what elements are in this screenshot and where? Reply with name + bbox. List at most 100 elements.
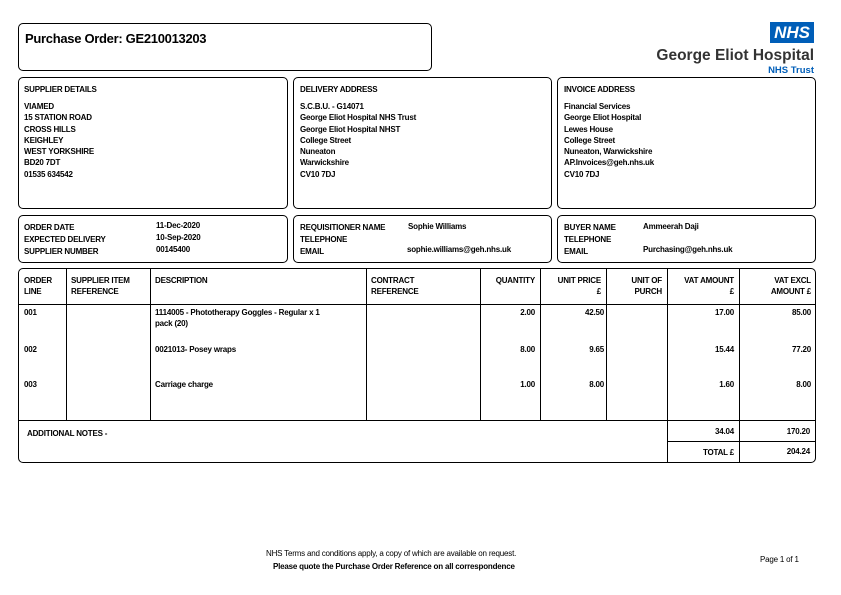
- address-line: Financial Services: [564, 102, 631, 111]
- row-divider: [667, 441, 816, 442]
- buyer-name-label: BUYER NAME: [564, 223, 616, 232]
- total-label: TOTAL £: [702, 448, 734, 457]
- buyer-email[interactable]: Purchasing@geh.nhs.uk: [643, 245, 733, 254]
- address-line: CROSS HILLS: [24, 124, 76, 134]
- address-line: Nuneaton: [300, 147, 336, 157]
- column-divider: [540, 269, 541, 420]
- email-label: EMAIL: [564, 247, 588, 256]
- header-vat-amount: £: [729, 287, 734, 296]
- cell-unit-price: 8.00: [589, 380, 604, 389]
- address-line: CV10 7DJ: [564, 169, 600, 179]
- cell-vat-amount: 17.00: [714, 308, 734, 317]
- order-date: 11-Dec-2020: [156, 221, 201, 230]
- order-info: ORDER DATE 11-Dec-2020 EXPECTED DELIVERY…: [18, 215, 288, 263]
- header-contract-reference: CONTRACT: [371, 276, 415, 285]
- buyer-info: BUYER NAME Ammeerah Daji TELEPHONE EMAIL…: [557, 215, 816, 263]
- quote-reference-text: Please quote the Purchase Order Referenc…: [273, 562, 515, 571]
- cell-vat-excl-amount: 8.00: [796, 380, 811, 389]
- column-divider: [667, 269, 668, 420]
- trust-name: NHS Trust: [768, 65, 814, 76]
- address-line: George Eliot Hospital NHS Trust: [300, 113, 417, 123]
- column-divider: [739, 269, 740, 420]
- requisitioner-name-label: REQUISITIONER NAME: [300, 223, 386, 232]
- address-line: Nuneaton, Warwickshire: [564, 147, 653, 157]
- header-supplier-item-reference: SUPPLIER ITEM: [71, 276, 130, 285]
- page-number: Page 1 of 1: [760, 555, 799, 564]
- delivery-heading: DELIVERY ADDRESS: [300, 85, 378, 94]
- header-vat-excl-amount: VAT EXCL: [774, 276, 811, 285]
- cell-unit-price: 9.65: [589, 345, 604, 354]
- header-unit-price: £: [596, 287, 601, 296]
- cell-description: 0021013- Posey wraps: [155, 345, 236, 354]
- email-label: EMAIL: [300, 247, 324, 256]
- cell-vat-amount: 1.60: [719, 380, 734, 389]
- cell-quantity: 2.00: [520, 308, 535, 317]
- telephone-label: TELEPHONE: [300, 235, 348, 244]
- cell-quantity: 8.00: [520, 345, 535, 354]
- nhs-logo: NHS George Eliot Hospital NHS Trust: [640, 22, 816, 78]
- title-box: Purchase Order: GE210013203: [18, 23, 432, 71]
- cell-unit-price: 42.50: [584, 308, 604, 317]
- hospital-name: George Eliot Hospital: [656, 47, 814, 64]
- cell-description: Carriage charge: [155, 380, 213, 389]
- expected-delivery: 10-Sep-2020: [156, 233, 201, 242]
- address-line: 15 STATION ROAD: [24, 113, 92, 123]
- row-divider: [19, 420, 816, 421]
- terms-text: NHS Terms and conditions apply, a copy o…: [266, 549, 517, 558]
- header-supplier-item-reference: REFERENCE: [71, 287, 119, 296]
- delivery-address: DELIVERY ADDRESS S.C.B.U. - G14071 George…: [293, 77, 552, 209]
- buyer-name: Ammeerah Daji: [643, 222, 699, 231]
- order-lines-table: ORDER LINE SUPPLIER ITEM REFERENCE DESCRIPTI…: [18, 268, 816, 463]
- grand-total: 204.24: [786, 447, 810, 456]
- column-divider: [366, 269, 367, 420]
- excl-total: 170.20: [786, 427, 810, 436]
- order-date-label: ORDER DATE: [24, 223, 75, 232]
- address-line: VIAMED: [24, 102, 54, 111]
- cell-vat-amount: 15.44: [714, 345, 734, 354]
- cell-vat-excl-amount: 85.00: [791, 308, 811, 317]
- cell-quantity: 1.00: [520, 380, 535, 389]
- header-description: DESCRIPTION: [155, 276, 208, 285]
- address-line: AP.Invoices@geh.nhs.uk: [564, 158, 654, 168]
- row-divider: [19, 304, 816, 305]
- address-line: Lewes House: [564, 124, 613, 134]
- cell-order-line: 003: [24, 380, 37, 389]
- cell-description: 1114005 - Phototherapy Goggles - Regular…: [155, 308, 320, 317]
- cell-order-line: 002: [24, 345, 37, 354]
- supplier-number-label: SUPPLIER NUMBER: [24, 247, 99, 256]
- address-line: College Street: [300, 135, 351, 145]
- cell-order-line: 001: [24, 308, 37, 317]
- column-divider: [606, 269, 607, 420]
- address-line: CV10 7DJ: [300, 169, 336, 179]
- header-unit-of-purch: PURCH: [634, 287, 663, 296]
- invoice-heading: INVOICE ADDRESS: [564, 85, 635, 94]
- header-order-line: ORDER: [24, 276, 52, 285]
- requisitioner-name: Sophie Williams: [408, 222, 467, 231]
- page-title: Purchase Order: GE210013203: [25, 31, 207, 46]
- supplier-heading: SUPPLIER DETAILS: [24, 85, 97, 94]
- address-line: S.C.B.U. - G14071: [300, 102, 364, 111]
- address-line: 01535 634542: [24, 169, 73, 179]
- address-line: BD20 7DT: [24, 158, 61, 168]
- header-unit-price: UNIT PRICE: [557, 276, 602, 285]
- vat-total: 34.04: [714, 427, 734, 436]
- header-vat-amount: VAT AMOUNT: [684, 276, 734, 285]
- address-line: College Street: [564, 135, 615, 145]
- address-line: Warwickshire: [300, 158, 349, 168]
- nhs-badge: NHS: [770, 22, 814, 43]
- header-order-line: LINE: [24, 287, 42, 296]
- header-contract-reference: REFERENCE: [371, 287, 419, 296]
- supplier-number: 00145400: [156, 245, 190, 254]
- address-line: WEST YORKSHIRE: [24, 147, 94, 157]
- column-divider: [66, 269, 67, 420]
- column-divider: [480, 269, 481, 420]
- requisitioner-email[interactable]: sophie.williams@geh.nhs.uk: [407, 245, 511, 254]
- address-line: KEIGHLEY: [24, 135, 64, 145]
- header-vat-excl-amount: AMOUNT £: [770, 287, 811, 296]
- expected-delivery-label: EXPECTED DELIVERY: [24, 235, 106, 244]
- column-divider: [150, 269, 151, 420]
- cell-vat-excl-amount: 77.20: [791, 345, 811, 354]
- requisitioner-info: REQUISITIONER NAME Sophie Williams TELEP…: [293, 215, 552, 263]
- supplier-details: SUPPLIER DETAILS VIAMED 15 STATION ROAD CR…: [18, 77, 288, 209]
- invoice-address: INVOICE ADDRESS Financial Services George…: [557, 77, 816, 209]
